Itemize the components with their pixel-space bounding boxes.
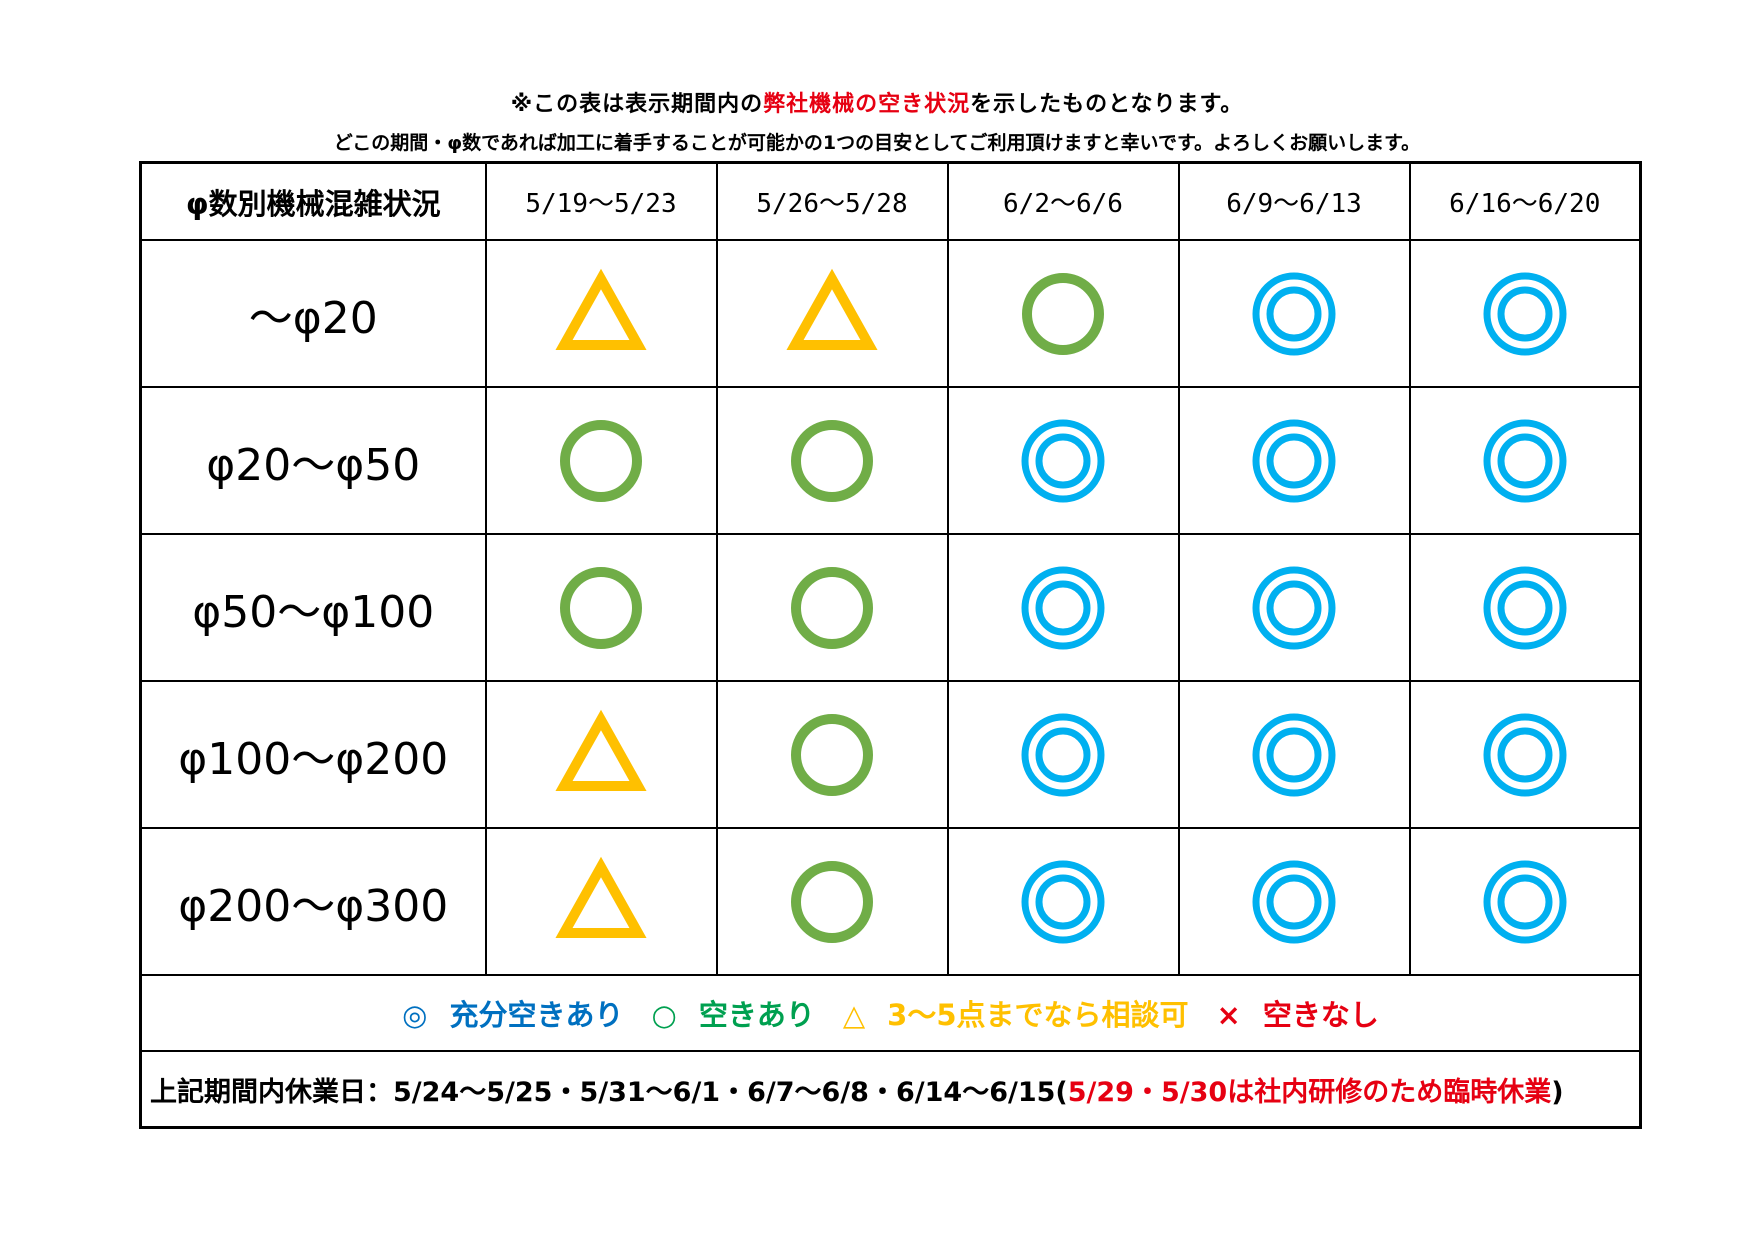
legend-symbol-icon: × xyxy=(1216,998,1241,1032)
legend-item: ◎ 充分空きあり xyxy=(402,998,623,1032)
availability-cell xyxy=(946,827,1180,976)
triangle-mark-icon xyxy=(555,709,647,791)
period-header: 6/16〜6/20 xyxy=(1408,161,1642,241)
triangle-mark-icon xyxy=(555,268,647,350)
circle-mark-icon xyxy=(791,419,873,502)
diameter-range-label: φ100〜φ200 xyxy=(139,680,487,829)
double-circle-mark-icon xyxy=(1483,272,1567,355)
availability-cell xyxy=(946,239,1180,388)
availability-cell xyxy=(484,533,718,682)
holiday-row: 上記期間内休業日：5/24〜5/25・5/31〜6/1・6/7〜6/8・6/14… xyxy=(139,1050,1642,1129)
notice-line-2: どこの期間・φ数であれば加工に着手することが可能かの1つの目安としてご利用頂けま… xyxy=(333,132,1421,154)
diameter-range-label: φ20〜φ50 xyxy=(139,386,487,535)
availability-cell xyxy=(715,827,949,976)
availability-cell xyxy=(1177,386,1411,535)
table-row: φ200〜φ300 xyxy=(139,827,1642,976)
table-row: 〜φ20 xyxy=(139,239,1642,388)
availability-cell xyxy=(946,386,1180,535)
availability-cell xyxy=(946,680,1180,829)
table-row: φ50〜φ100 xyxy=(139,533,1642,682)
availability-cell xyxy=(1408,239,1642,388)
availability-cell xyxy=(715,239,949,388)
double-circle-mark-icon xyxy=(1021,419,1105,502)
availability-cell xyxy=(715,533,949,682)
legend: ◎ 充分空きあり ○ 空きあり △ 3〜5点までなら相談可 × 空きなし xyxy=(139,974,1642,1052)
holiday-special-note: 5/29・5/30は社内研修のため臨時休業 xyxy=(1067,1076,1552,1108)
availability-cell xyxy=(1177,533,1411,682)
triangle-mark-icon xyxy=(555,856,647,938)
availability-cell xyxy=(1177,239,1411,388)
notice-line-1-pre: ※この表は表示期間内の xyxy=(510,92,764,117)
notice-line-1: ※この表は表示期間内の弊社機械の空き状況を示したものとなります。 xyxy=(0,86,1754,118)
period-header: 5/19〜5/23 xyxy=(484,161,718,241)
legend-symbol-icon: ○ xyxy=(651,998,677,1032)
circle-mark-icon xyxy=(791,566,873,649)
double-circle-mark-icon xyxy=(1483,860,1567,943)
circle-mark-icon xyxy=(1022,272,1104,355)
table-row: φ100〜φ200 xyxy=(139,680,1642,829)
availability-cell xyxy=(715,680,949,829)
table-row: φ20〜φ50 xyxy=(139,386,1642,535)
double-circle-mark-icon xyxy=(1483,713,1567,796)
availability-cell xyxy=(1408,533,1642,682)
availability-cell xyxy=(484,680,718,829)
legend-item: × 空きなし xyxy=(1217,998,1379,1032)
circle-mark-icon xyxy=(560,419,642,502)
availability-cell xyxy=(1408,680,1642,829)
legend-symbol-icon: △ xyxy=(842,998,866,1032)
legend-symbol-icon: ◎ xyxy=(402,998,428,1032)
legend-label: 空きなし xyxy=(1262,998,1379,1032)
availability-cell xyxy=(715,386,949,535)
period-header: 6/2〜6/6 xyxy=(946,161,1180,241)
legend-label: 空きあり xyxy=(698,998,815,1032)
legend-item: ○ 空きあり xyxy=(652,998,815,1032)
availability-cell xyxy=(1177,827,1411,976)
double-circle-mark-icon xyxy=(1021,713,1105,796)
legend-label: 充分空きあり xyxy=(449,998,624,1032)
diameter-range-label: φ200〜φ300 xyxy=(139,827,487,976)
holiday-dates: ：5/24〜5/25・5/31〜6/1・6/7〜6/8・6/14〜6/15( xyxy=(366,1076,1068,1108)
availability-cell xyxy=(946,533,1180,682)
notice-line-1-post: を示したものとなります。 xyxy=(970,92,1244,117)
double-circle-mark-icon xyxy=(1483,566,1567,649)
double-circle-mark-icon xyxy=(1252,713,1336,796)
holiday-label: 上記期間内休業日 xyxy=(150,1076,366,1108)
availability-cell xyxy=(484,827,718,976)
circle-mark-icon xyxy=(791,860,873,943)
double-circle-mark-icon xyxy=(1252,860,1336,943)
availability-cell xyxy=(1408,386,1642,535)
legend-item: △ 3〜5点までなら相談可 xyxy=(843,998,1189,1032)
holiday-notice: 上記期間内休業日：5/24〜5/25・5/31〜6/1・6/7〜6/8・6/14… xyxy=(139,1050,1642,1129)
availability-cell xyxy=(484,239,718,388)
double-circle-mark-icon xyxy=(1252,419,1336,502)
holiday-close-paren: ) xyxy=(1551,1076,1564,1108)
availability-cell xyxy=(1408,827,1642,976)
diameter-range-label: 〜φ20 xyxy=(139,239,487,388)
machine-availability-table: φ数別機械混雑状況 5/19〜5/23 5/26〜5/28 6/2〜6/6 6/… xyxy=(139,161,1642,1129)
double-circle-mark-icon xyxy=(1021,860,1105,943)
period-header: 5/26〜5/28 xyxy=(715,161,949,241)
double-circle-mark-icon xyxy=(1021,566,1105,649)
diameter-range-label: φ50〜φ100 xyxy=(139,533,487,682)
double-circle-mark-icon xyxy=(1252,272,1336,355)
double-circle-mark-icon xyxy=(1252,566,1336,649)
circle-mark-icon xyxy=(560,566,642,649)
legend-row: ◎ 充分空きあり ○ 空きあり △ 3〜5点までなら相談可 × 空きなし xyxy=(139,974,1642,1052)
legend-label: 3〜5点までなら相談可 xyxy=(887,998,1189,1032)
corner-label: φ数別機械混雑状況 xyxy=(139,161,487,241)
table-header-row: φ数別機械混雑状況 5/19〜5/23 5/26〜5/28 6/2〜6/6 6/… xyxy=(139,161,1642,241)
triangle-mark-icon xyxy=(786,268,878,350)
circle-mark-icon xyxy=(791,713,873,796)
double-circle-mark-icon xyxy=(1483,419,1567,502)
notice-line-1-highlight: 弊社機械の空き状況 xyxy=(763,92,971,117)
availability-cell xyxy=(1177,680,1411,829)
availability-cell xyxy=(484,386,718,535)
period-header: 6/9〜6/13 xyxy=(1177,161,1411,241)
